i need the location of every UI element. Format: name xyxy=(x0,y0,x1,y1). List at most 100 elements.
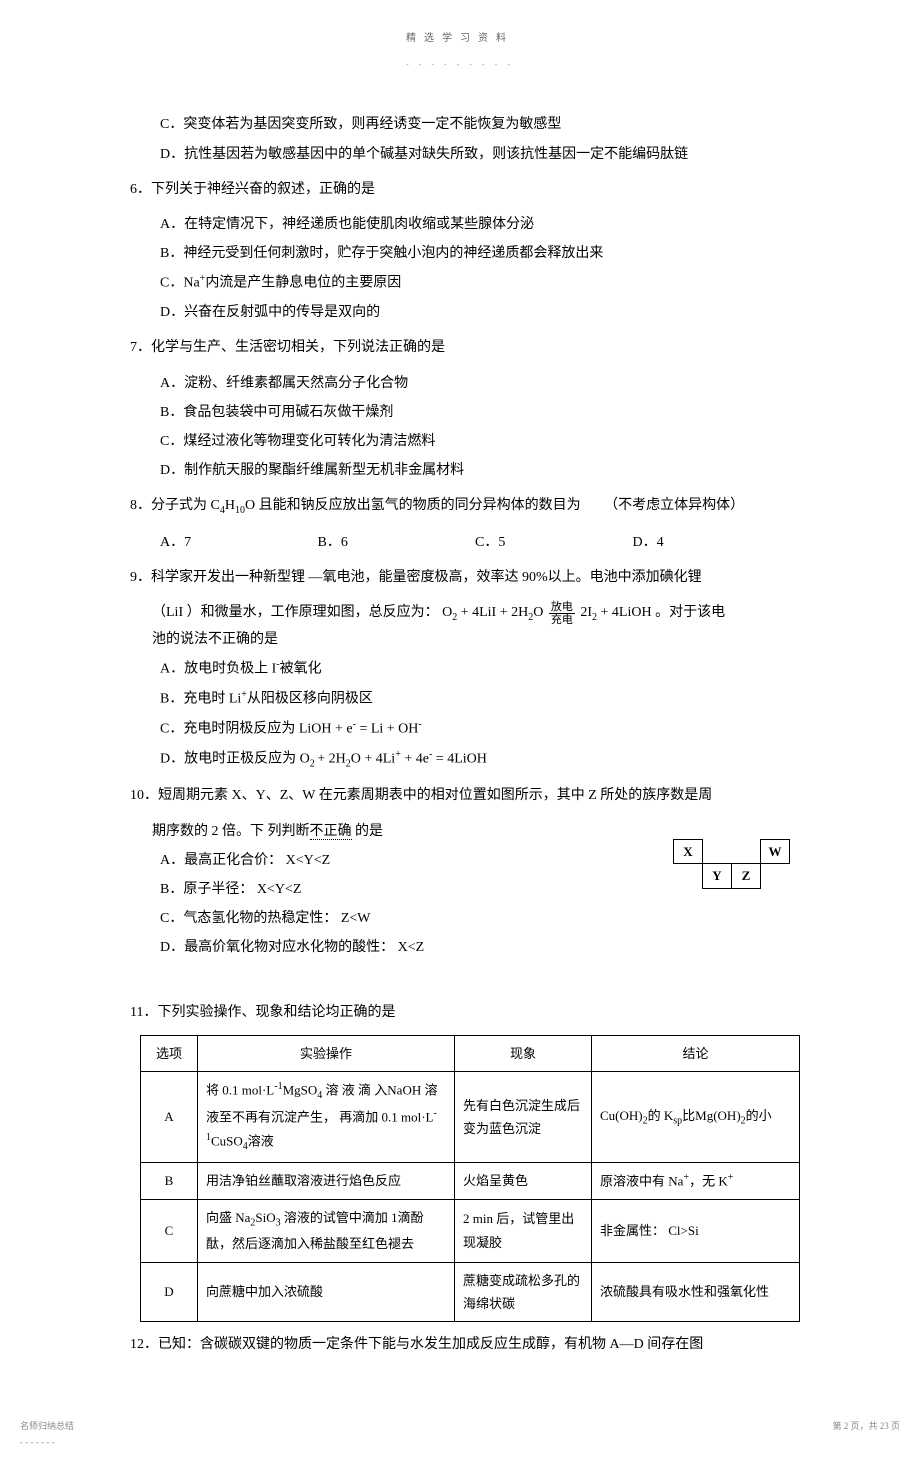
rowa-cb: 的 K xyxy=(648,1108,674,1123)
q9b-pre: B．充电时 Li xyxy=(160,692,241,707)
q7-option-b: B．食品包装袋中可用碱石灰做干燥剂 xyxy=(130,400,790,425)
q9s2b: + 4LiI + 2H xyxy=(457,605,528,620)
rowb-conc: 原溶液中有 Na+，无 K+ xyxy=(592,1162,800,1199)
cell-y: Y xyxy=(703,864,732,888)
q9-stem1: 9．科学家开发出一种新型锂 —氧电池，能量密度极高，效率达 90%以上。电池中添… xyxy=(130,565,790,590)
q9s2d: 2I xyxy=(580,605,592,620)
q9-option-c: C．充电时阴极反应为 LiOH + e- = Li + OH- xyxy=(130,716,790,742)
q6-option-a: A．在特定情况下，神经递质也能使肌肉收缩或某些腺体分泌 xyxy=(130,212,790,237)
rowa-conc: Cu(OH)2的 Ksp比Mg(OH)2的小 xyxy=(592,1072,800,1163)
rowa-opt: A xyxy=(141,1072,198,1163)
q9-option-d: D．放电时正极反应为 O2 + 2H2O + 4Li+ + 4e- = 4LiO… xyxy=(130,746,790,773)
cell-empty2 xyxy=(732,839,761,863)
q9d-mid2: O + 4Li xyxy=(351,752,395,767)
rowa-cd: 的小 xyxy=(746,1108,772,1123)
periodic-table: X W Y Z xyxy=(673,839,790,889)
footer-left-wrap: 名师归纳总结 - - - - - - - xyxy=(20,1418,74,1450)
q8-note: （不考虑立体异构体） xyxy=(604,498,744,513)
rowd-opt: D xyxy=(141,1262,198,1322)
rowa-ca: Cu(OH) xyxy=(600,1108,643,1123)
th-opt: 选项 xyxy=(141,1035,198,1071)
q8-option-d: D．4 xyxy=(633,530,791,555)
q9s2a: （LiI ）和微量水，工作原理如图，总反应为： O xyxy=(152,605,452,620)
page-header-sub: - - - - - - - - - xyxy=(130,58,790,72)
q7-option-d: D．制作航天服的聚酯纤维属新型无机非金属材料 xyxy=(130,458,790,483)
sub10: 10 xyxy=(235,505,245,516)
plus-sup-rb2: + xyxy=(728,1172,734,1183)
rowc-op: 向盛 Na2SiO3 溶液的试管中滴加 1滴酚酞，然后逐滴加入稀盐酸至红色褪去 xyxy=(198,1199,455,1262)
rowc-opt: C xyxy=(141,1199,198,1262)
rowc-opa: 向盛 Na xyxy=(206,1210,250,1225)
sub-sp: sp xyxy=(673,1115,682,1126)
q5-option-d: D．抗性基因若为敏感基因中的单个碱基对缺失所致，则该抗性基因一定不能编码肽链 xyxy=(130,142,790,167)
q10-underline: 不正确 xyxy=(310,824,352,840)
th-conc: 结论 xyxy=(592,1035,800,1071)
q7-stem: 7．化学与生产、生活密切相关，下列说法正确的是 xyxy=(130,335,790,360)
rowa-opa: 将 0.1 mol·L xyxy=(206,1083,274,1098)
table-row-c: C 向盛 Na2SiO3 溶液的试管中滴加 1滴酚酞，然后逐滴加入稀盐酸至红色褪… xyxy=(141,1199,800,1262)
q9a-post: 被氧化 xyxy=(280,662,322,677)
q10-option-c: C．气态氢化物的热稳定性： Z<W xyxy=(130,906,790,931)
reaction-arrows: 放电 充电 xyxy=(549,601,575,626)
footer-left-sub: - - - - - - - xyxy=(20,1434,74,1450)
page-footer: 名师归纳总结 - - - - - - - 第 2 页，共 23 页 xyxy=(20,1418,900,1450)
q8-option-a: A．7 xyxy=(160,530,318,555)
q11-table: 选项 实验操作 现象 结论 A 将 0.1 mol·L-1MgSO4 溶 液 滴… xyxy=(140,1035,800,1322)
rowb-op: 用洁净铂丝蘸取溶液进行焰色反应 xyxy=(198,1162,455,1199)
cell-x: X xyxy=(674,839,703,863)
rowc-opb: SiO xyxy=(255,1210,275,1225)
q9a-pre: A．放电时负极上 I xyxy=(160,662,276,677)
periodic-diagram: X W Y Z xyxy=(663,834,790,889)
q10-stem1: 10．短周期元素 X、Y、Z、W 在元素周期表中的相对位置如图所示，其中 Z 所… xyxy=(130,783,790,808)
q9c-post: = Li + OH xyxy=(356,722,418,737)
q6-option-d: D．兴奋在反射弧中的传导是双向的 xyxy=(130,300,790,325)
rowc-conc: 非金属性： Cl>Si xyxy=(592,1199,800,1262)
q7-option-c: C．煤经过液化等物理变化可转化为清洁燃料 xyxy=(130,429,790,454)
cell-w: W xyxy=(761,839,790,863)
th-phen: 现象 xyxy=(455,1035,592,1071)
q9s2e: + 4LiOH 。对于该电 xyxy=(597,605,725,620)
q6c-pre: C．Na xyxy=(160,276,200,291)
rowb-phen: 火焰呈黄色 xyxy=(455,1162,592,1199)
q12-stem: 12．已知：含碳碳双键的物质一定条件下能与水发生加成反应生成醇，有机物 A—D … xyxy=(130,1332,790,1357)
q6-option-b: B．神经元受到任何刺激时，贮存于突触小泡内的神经递质都会释放出来 xyxy=(130,241,790,266)
q6-stem: 6．下列关于神经兴奋的叙述，正确的是 xyxy=(130,177,790,202)
table-row-a: A 将 0.1 mol·L-1MgSO4 溶 液 滴 入NaOH 溶液至不再有沉… xyxy=(141,1072,800,1163)
table-header-row: 选项 实验操作 现象 结论 xyxy=(141,1035,800,1071)
rowd-conc: 浓硫酸具有吸水性和强氧化性 xyxy=(592,1262,800,1322)
cell-empty3 xyxy=(674,864,703,888)
q10-option-d: D．最高价氧化物对应水化物的酸性： X<Z xyxy=(130,935,790,960)
q8-mid: O 且能和钠反应放出氢气的物质的同分异构体的数目为 xyxy=(245,498,581,513)
q9-stem3: 池的说法不正确的是 xyxy=(130,627,790,652)
arrow-top: 放电 xyxy=(549,601,575,614)
q9-option-a: A．放电时负极上 I-被氧化 xyxy=(130,656,790,682)
q9d-mid: + 2H xyxy=(317,752,346,767)
rowa-opd: CuSO xyxy=(211,1133,243,1148)
rowb-ca: 原溶液中有 Na xyxy=(600,1173,683,1188)
q5-option-c: C．突变体若为基因突变所致，则再经诱变一定不能恢复为敏感型 xyxy=(130,112,790,137)
footer-left: 名师归纳总结 xyxy=(20,1418,74,1434)
minus-sup-c2: - xyxy=(418,719,421,730)
rowa-cc: 比Mg(OH) xyxy=(682,1108,741,1123)
cell-empty1 xyxy=(703,839,732,863)
rowd-phen: 蔗糖变成疏松多孔的海绵状碳 xyxy=(455,1262,592,1322)
rowb-cb: ，无 K xyxy=(689,1173,728,1188)
cell-empty4 xyxy=(761,864,790,888)
q10s2c: 的是 xyxy=(352,824,384,839)
q8-option-c: C．5 xyxy=(475,530,633,555)
arrow-bot: 充电 xyxy=(549,614,575,626)
rowb-opt: B xyxy=(141,1162,198,1199)
cell-z: Z xyxy=(732,864,761,888)
q9s2c: O xyxy=(533,605,547,620)
q8-h: H xyxy=(225,498,235,513)
q9d-post: = 4LiOH xyxy=(432,752,487,767)
q11-stem: 11．下列实验操作、现象和结论均正确的是 xyxy=(130,1000,790,1025)
rowa-opb: MgSO xyxy=(283,1083,318,1098)
q9c-pre: C．充电时阴极反应为 LiOH + e xyxy=(160,722,353,737)
table-row-b: B 用洁净铂丝蘸取溶液进行焰色反应 火焰呈黄色 原溶液中有 Na+，无 K+ xyxy=(141,1162,800,1199)
q6c-post: 内流是产生静息电位的主要原因 xyxy=(205,276,401,291)
sup-1a: -1 xyxy=(274,1081,282,1092)
q8-pre: 8．分子式为 C xyxy=(130,498,220,513)
rowc-phen: 2 min 后，试管里出现凝胶 xyxy=(455,1199,592,1262)
page-header: 精选学习资料 xyxy=(130,30,790,48)
